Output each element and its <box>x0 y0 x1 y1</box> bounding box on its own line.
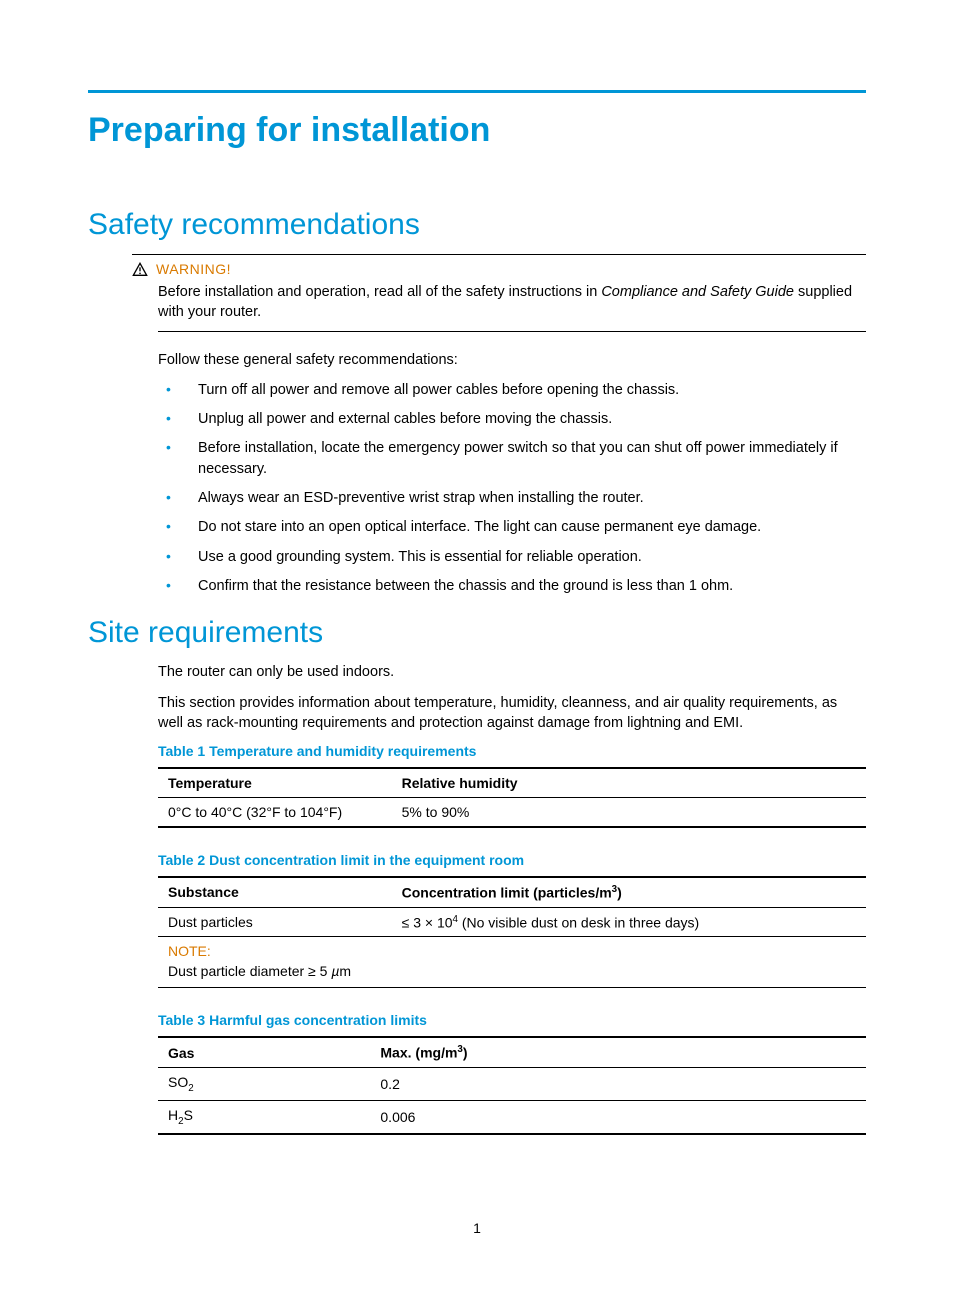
table1-r1c2: 5% to 90% <box>392 798 866 828</box>
table3-caption: Table 3 Harmful gas concentration limits <box>158 1012 866 1028</box>
table2-r1c1: Dust particles <box>158 907 392 937</box>
table3-col2-header: Max. (mg/m3) <box>370 1037 866 1067</box>
table2-note-cell: NOTE: Dust particle diameter ≥ 5 µm <box>158 937 866 988</box>
safety-heading: Safety recommendations <box>88 208 866 242</box>
page-container: Preparing for installation Safety recomm… <box>0 0 954 1199</box>
warning-text-italic: Compliance and Safety Guide <box>601 284 794 300</box>
site-p2: This section provides information about … <box>158 693 866 734</box>
warning-header: WARNING! <box>132 254 866 282</box>
table3-r1c2: 0.2 <box>370 1068 866 1101</box>
table3: Gas Max. (mg/m3) SO2 0.2 H2S 0.006 <box>158 1036 866 1134</box>
warning-text-pre: Before installation and operation, read … <box>158 284 601 300</box>
warning-text: Before installation and operation, read … <box>158 282 866 332</box>
table3-col1-header: Gas <box>158 1037 370 1067</box>
warning-block: WARNING! Before installation and operati… <box>158 254 866 332</box>
table-row: SO2 0.2 <box>158 1068 866 1101</box>
table3-r2c1: H2S <box>158 1100 370 1133</box>
table2-col1-header: Substance <box>158 877 392 907</box>
table2: Substance Concentration limit (particles… <box>158 876 866 988</box>
table1-caption: Table 1 Temperature and humidity require… <box>158 743 866 759</box>
table-row: Dust particles ≤ 3 × 104 (No visible dus… <box>158 907 866 937</box>
top-rule <box>88 90 866 93</box>
site-p1: The router can only be used indoors. <box>158 662 866 682</box>
note-text: Dust particle diameter ≥ 5 µm <box>168 963 351 979</box>
table2-r1c2: ≤ 3 × 104 (No visible dust on desk in th… <box>392 907 866 937</box>
list-item: Do not stare into an open optical interf… <box>158 517 866 537</box>
table-row: H2S 0.006 <box>158 1100 866 1133</box>
table3-r2c2: 0.006 <box>370 1100 866 1133</box>
list-item: Confirm that the resistance between the … <box>158 576 866 596</box>
table-row: 0°C to 40°C (32°F to 104°F) 5% to 90% <box>158 798 866 828</box>
note-label: NOTE: <box>168 943 856 959</box>
list-item: Turn off all power and remove all power … <box>158 380 866 400</box>
list-item: Before installation, locate the emergenc… <box>158 438 866 479</box>
list-item: Always wear an ESD-preventive wrist stra… <box>158 488 866 508</box>
safety-intro: Follow these general safety recommendati… <box>158 350 866 370</box>
warning-icon <box>132 262 148 278</box>
page-number: 1 <box>0 1220 954 1236</box>
table2-note-row: NOTE: Dust particle diameter ≥ 5 µm <box>158 937 866 988</box>
table1-col2-header: Relative humidity <box>392 768 866 798</box>
list-item: Use a good grounding system. This is ess… <box>158 547 866 567</box>
table1: Temperature Relative humidity 0°C to 40°… <box>158 767 866 828</box>
table2-caption: Table 2 Dust concentration limit in the … <box>158 852 866 868</box>
table2-col2-header: Concentration limit (particles/m3) <box>392 877 866 907</box>
table3-r1c1: SO2 <box>158 1068 370 1101</box>
safety-bullet-list: Turn off all power and remove all power … <box>158 380 866 596</box>
main-title: Preparing for installation <box>88 111 866 150</box>
table1-col1-header: Temperature <box>158 768 392 798</box>
site-heading: Site requirements <box>88 616 866 650</box>
list-item: Unplug all power and external cables bef… <box>158 409 866 429</box>
warning-label: WARNING! <box>156 261 231 277</box>
table1-r1c1: 0°C to 40°C (32°F to 104°F) <box>158 798 392 828</box>
